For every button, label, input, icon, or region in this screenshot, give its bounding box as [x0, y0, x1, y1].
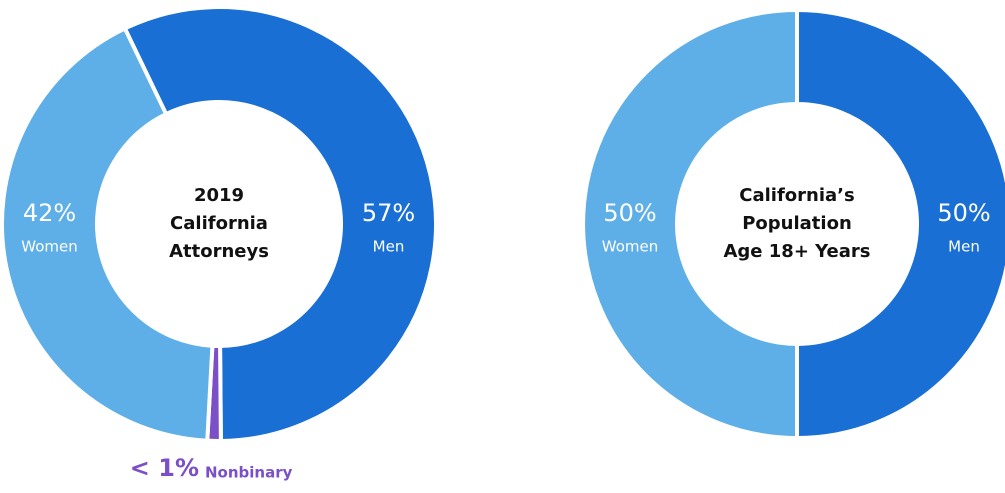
slice-name: Women	[21, 238, 77, 256]
slice-percent: 57%	[362, 199, 415, 227]
donut-slice	[795, 7, 1005, 441]
center-title: Attorneys	[169, 241, 269, 262]
donut-slice	[581, 7, 799, 441]
slice-name: Men	[373, 238, 405, 256]
donut-slice	[122, 5, 438, 444]
slice-percent: 50%	[603, 199, 656, 227]
center-title: California’s	[739, 185, 854, 206]
center-title: California	[170, 213, 268, 234]
center-title: 2019	[194, 185, 244, 206]
donut-slice	[0, 25, 215, 443]
slice-percent: < 1%	[130, 454, 199, 482]
center-title: Population	[742, 213, 852, 234]
center-title: Age 18+ Years	[723, 241, 870, 262]
slice-percent: 50%	[937, 199, 990, 227]
slice-name: Men	[948, 238, 980, 256]
slice-name: Women	[602, 238, 658, 256]
slice-name: Nonbinary	[205, 464, 293, 482]
slice-percent: 42%	[23, 199, 76, 227]
